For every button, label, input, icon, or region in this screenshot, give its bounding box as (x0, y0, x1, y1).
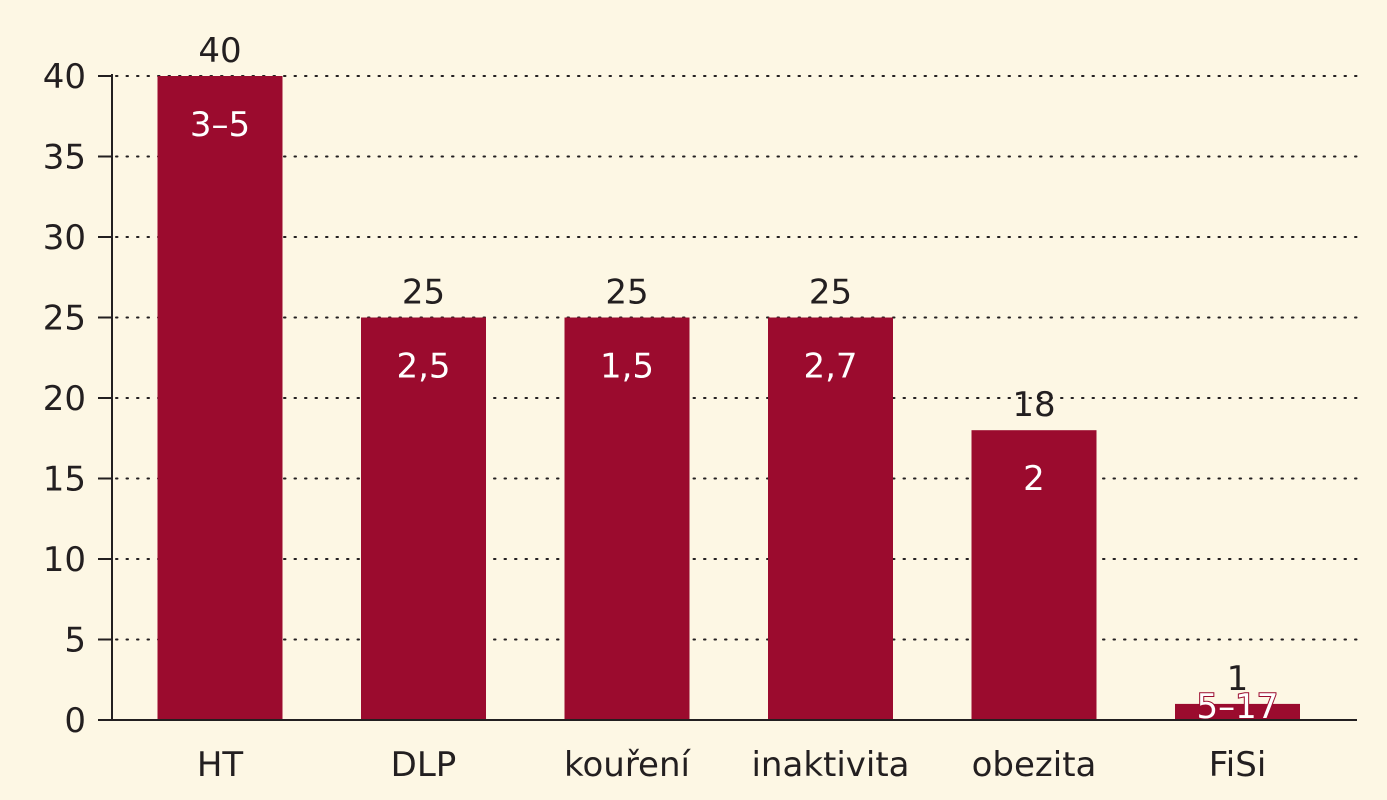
value-label-inaktivita: 25 (809, 273, 852, 313)
gridlines (115, 75, 1358, 641)
inner-label-HT: 3–5 (190, 105, 250, 145)
y-tick-label-30: 30 (43, 218, 86, 258)
x-axis-category-labels: HT DLP kouření inaktivita obezita FiSi (197, 745, 1266, 785)
value-label-HT: 40 (198, 31, 241, 71)
x-tick-label-FiSi: FiSi (1209, 745, 1267, 785)
x-tick-label-HT: HT (197, 745, 244, 785)
y-axis-ticks: 0 5 10 15 20 25 30 35 40 (43, 57, 112, 741)
y-tick-label-15: 15 (43, 460, 86, 500)
value-label-obezita: 18 (1012, 385, 1055, 425)
bar-obezita (971, 430, 1097, 720)
bar-FiSi (1175, 703, 1300, 720)
inner-label-DLP: 2,5 (396, 347, 450, 387)
x-tick-label-inaktivita: inaktivita (751, 745, 909, 785)
x-tick-label-DLP: DLP (391, 745, 457, 785)
bar-HT (157, 76, 283, 720)
x-tick-label-obezita: obezita (972, 745, 1097, 785)
y-tick-label-0: 0 (64, 701, 86, 741)
bar-inaktivita (768, 317, 893, 720)
value-label-kouření: 25 (605, 273, 648, 313)
y-tick-label-20: 20 (43, 379, 86, 419)
bar-DLP (361, 317, 486, 720)
value-label-DLP: 25 (402, 273, 445, 313)
y-tick-label-5: 5 (64, 621, 86, 661)
y-tick-label-35: 35 (43, 138, 86, 178)
y-tick-label-25: 25 (43, 299, 86, 339)
inner-label-inaktivita: 2,7 (803, 347, 857, 387)
inner-label-kouření: 1,5 (600, 347, 654, 387)
x-tick-label-kouření: kouření (564, 745, 692, 785)
y-tick-label-10: 10 (43, 540, 86, 580)
inner-label-obezita: 2 (1023, 459, 1045, 499)
value-label-FiSi: 1 (1227, 659, 1249, 699)
y-tick-label-40: 40 (43, 57, 86, 97)
bar-kouření (564, 317, 690, 720)
bars (157, 76, 1300, 720)
